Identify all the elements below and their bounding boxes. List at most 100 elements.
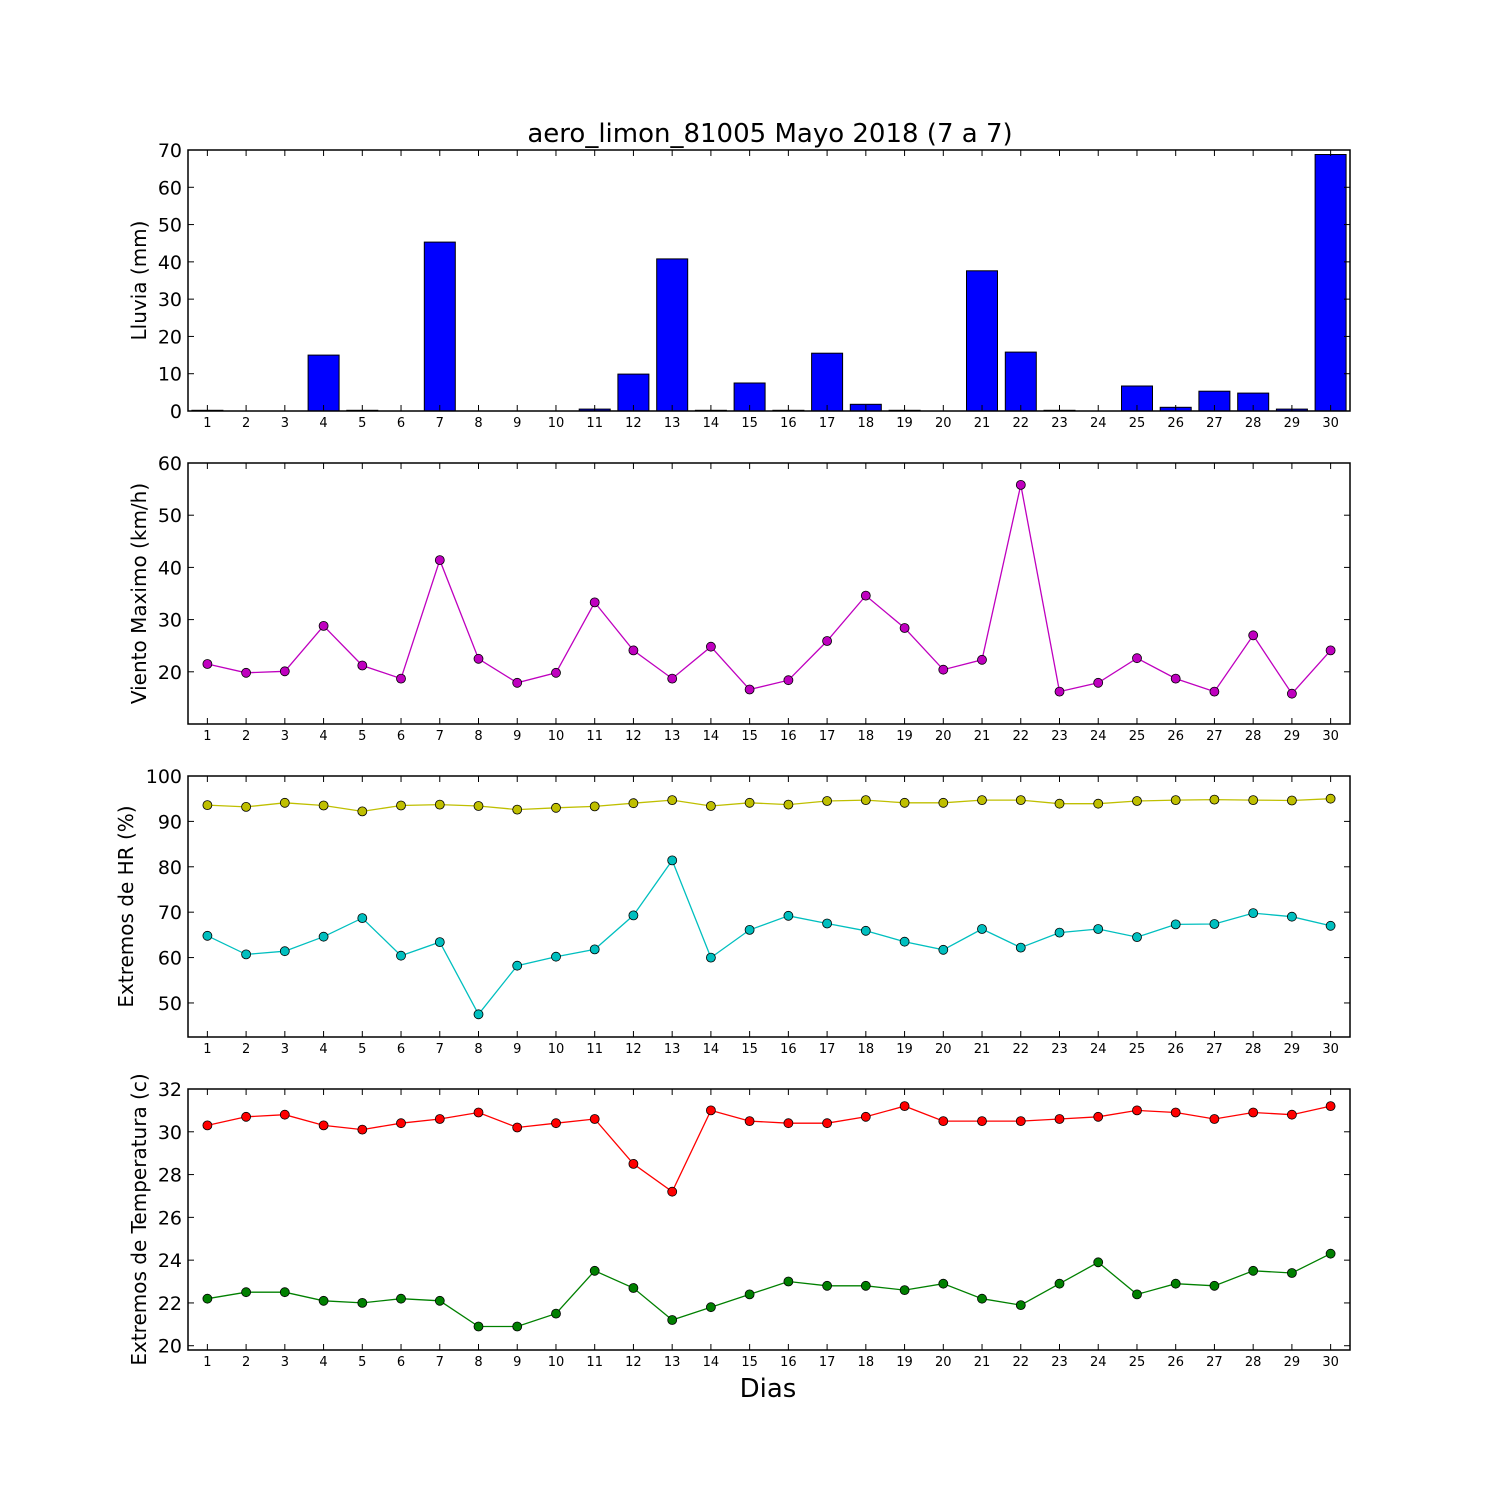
data-point-1-day-22 <box>1015 479 1026 490</box>
x-tick-label: 24 <box>1090 729 1107 744</box>
data-point-2-day-24 <box>1093 924 1104 934</box>
x-tick-label: 19 <box>896 729 913 744</box>
chart-title: aero_limon_81005 Mayo 2018 (7 a 7) <box>527 119 1012 149</box>
x-tick-label: 22 <box>1012 729 1029 744</box>
x-tick-label: 22 <box>1012 1042 1029 1057</box>
data-point-2-day-7 <box>434 937 445 947</box>
y-tick-label: 50 <box>158 215 182 237</box>
data-point-2-day-13 <box>667 855 678 866</box>
x-tick-label: 1 <box>203 416 211 431</box>
data-point-1-day-10 <box>551 1118 561 1129</box>
x-tick-label: 28 <box>1245 1355 1262 1370</box>
x-tick-label: 13 <box>664 1355 681 1370</box>
y-tick-label: 80 <box>158 857 182 879</box>
data-point-1-day-27 <box>1209 794 1220 805</box>
x-tick-label: 28 <box>1245 416 1262 431</box>
y-tick-label: 24 <box>158 1250 182 1272</box>
data-point-1-day-2 <box>241 802 252 812</box>
y-tick-label: 70 <box>158 902 182 924</box>
data-point-1-day-22 <box>1015 795 1026 805</box>
x-tick-label: 15 <box>741 729 758 744</box>
x-tick-label: 15 <box>741 1042 758 1057</box>
data-point-1-day-15 <box>744 797 755 808</box>
data-point-2-day-10 <box>551 1308 561 1319</box>
x-tick-label: 4 <box>319 1355 327 1370</box>
x-tick-label: 20 <box>935 729 952 744</box>
plot-frame <box>187 775 1351 1038</box>
data-point-1-day-15 <box>744 1116 755 1126</box>
x-tick-label: 9 <box>513 1042 521 1057</box>
x-tick-label: 11 <box>586 1042 603 1057</box>
x-tick-label: 25 <box>1129 1355 1146 1370</box>
x-tick-label: 27 <box>1206 729 1223 744</box>
x-tick-label: 14 <box>703 729 720 744</box>
data-point-2-day-5 <box>357 1298 368 1308</box>
data-point-2-day-2 <box>241 1287 252 1298</box>
data-point-1-day-9 <box>512 677 523 688</box>
x-tick-label: 24 <box>1090 1042 1107 1057</box>
data-point-2-day-4 <box>318 1295 329 1306</box>
x-axis-label: Dias <box>740 1374 797 1404</box>
x-tick-label: 12 <box>625 416 642 431</box>
data-point-1-day-5 <box>357 660 368 671</box>
x-tick-label: 21 <box>974 1042 991 1057</box>
x-tick-label: 5 <box>358 416 366 431</box>
data-point-1-day-7 <box>434 1114 445 1124</box>
data-point-1-day-25 <box>1132 796 1142 806</box>
x-tick-label: 23 <box>1051 1355 1068 1370</box>
data-point-1-day-29 <box>1287 688 1297 699</box>
y-tick-label: 60 <box>158 948 182 970</box>
data-point-1-day-23 <box>1054 686 1065 697</box>
data-point-1-day-20 <box>938 1116 949 1126</box>
data-point-1-day-7 <box>434 799 445 810</box>
data-point-2-day-18 <box>860 1280 871 1291</box>
data-point-2-day-19 <box>899 1285 910 1295</box>
x-tick-label: 10 <box>548 416 565 431</box>
data-point-1-day-26 <box>1170 673 1181 684</box>
data-point-1-day-28 <box>1248 795 1259 805</box>
data-point-2-day-23 <box>1054 927 1065 938</box>
x-tick-label: 18 <box>858 1355 875 1370</box>
bar-day-12 <box>617 373 650 412</box>
x-tick-label: 3 <box>281 1042 289 1057</box>
x-tick-label: 10 <box>548 1042 565 1057</box>
data-point-1-day-2 <box>241 1111 252 1122</box>
x-tick-label: 5 <box>358 1042 366 1057</box>
data-point-1-day-30 <box>1325 645 1336 656</box>
data-point-1-day-4 <box>318 800 329 811</box>
data-point-1-day-14 <box>706 1105 716 1116</box>
data-point-2-day-16 <box>783 910 794 921</box>
data-point-1-day-8 <box>473 653 484 664</box>
x-tick-label: 23 <box>1051 1042 1068 1057</box>
x-tick-label: 30 <box>1322 1355 1339 1370</box>
data-point-2-day-12 <box>628 910 639 921</box>
x-tick-label: 23 <box>1051 416 1068 431</box>
data-point-2-day-8 <box>473 1009 484 1020</box>
data-point-2-day-9 <box>512 1321 523 1332</box>
data-point-2-day-26 <box>1170 919 1181 930</box>
data-point-1-day-9 <box>512 1122 523 1133</box>
data-point-1-day-13 <box>667 1186 678 1197</box>
data-point-1-day-14 <box>706 801 716 811</box>
x-tick-label: 17 <box>819 1042 836 1057</box>
x-tick-label: 20 <box>935 416 952 431</box>
x-tick-label: 6 <box>397 729 405 744</box>
data-point-1-day-13 <box>667 673 678 684</box>
x-tick-label: 1 <box>203 1042 211 1057</box>
data-point-1-day-26 <box>1170 1107 1181 1118</box>
data-point-1-day-30 <box>1325 793 1336 804</box>
x-tick-label: 12 <box>625 729 642 744</box>
data-point-2-day-6 <box>396 1293 406 1304</box>
data-point-2-day-13 <box>667 1315 678 1325</box>
x-tick-label: 6 <box>397 1042 405 1057</box>
x-tick-label: 11 <box>586 729 603 744</box>
data-point-2-day-2 <box>241 949 252 960</box>
x-tick-label: 27 <box>1206 416 1223 431</box>
x-tick-label: 28 <box>1245 1042 1262 1057</box>
data-point-1-day-1 <box>202 1120 213 1131</box>
x-tick-label: 8 <box>474 1355 482 1370</box>
x-tick-label: 5 <box>358 1355 366 1370</box>
data-point-1-day-4 <box>318 1120 329 1131</box>
